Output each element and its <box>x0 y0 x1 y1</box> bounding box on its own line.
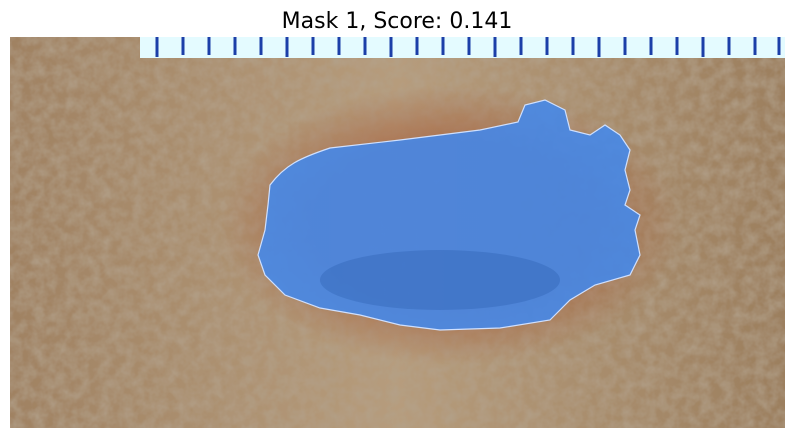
ruler-ticks <box>155 37 781 57</box>
mask-shadow <box>320 250 560 310</box>
mask-overlay <box>257 99 641 331</box>
title: Mask 1, Score: 0.141 <box>282 9 513 34</box>
image <box>10 37 785 428</box>
ruler <box>140 37 785 58</box>
ruler-strip <box>140 37 785 58</box>
